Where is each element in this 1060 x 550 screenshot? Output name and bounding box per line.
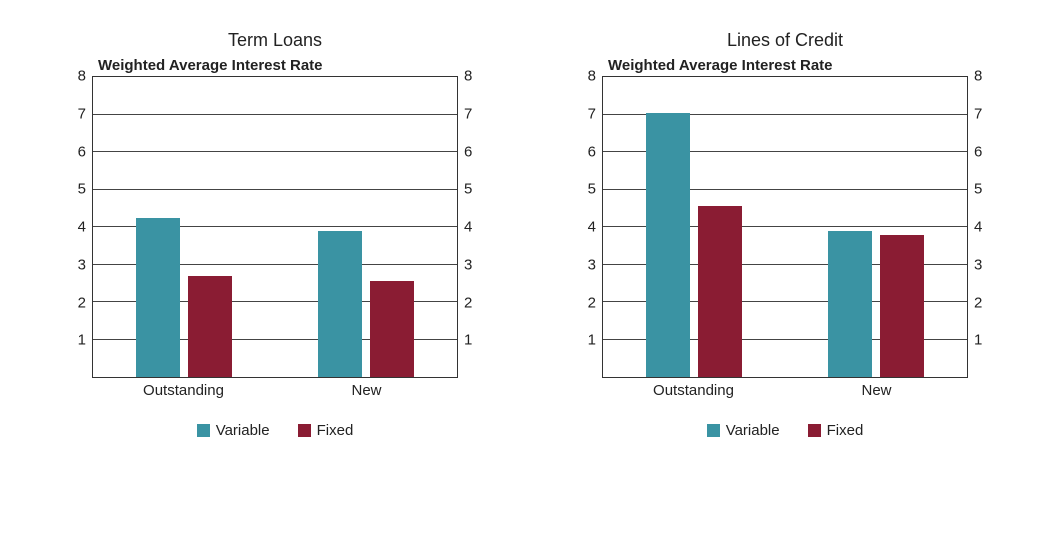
x-category-label: Outstanding	[602, 382, 785, 399]
bar-fixed	[698, 206, 742, 377]
y-tick-label: 2	[974, 295, 982, 310]
y-tick-label: 3	[78, 257, 86, 272]
y-axis-left: 12345678	[570, 76, 602, 378]
chart-panel-term_loans: Term Loans Weighted Average Interest Rate…	[60, 30, 490, 439]
panel-title: Lines of Credit	[727, 30, 843, 51]
category-group	[275, 77, 457, 377]
x-axis: OutstandingNew	[602, 378, 968, 406]
bar-fixed	[188, 276, 232, 377]
y-tick-label: 6	[588, 144, 596, 159]
bar-fixed	[880, 235, 924, 378]
panel-subtitle: Weighted Average Interest Rate	[570, 57, 1000, 74]
y-tick-label: 4	[464, 220, 472, 235]
legend: Variable Fixed	[707, 422, 864, 439]
y-tick-label: 4	[974, 220, 982, 235]
y-tick-label: 3	[974, 257, 982, 272]
bar-variable	[646, 113, 690, 377]
y-tick-label: 7	[974, 106, 982, 121]
y-tick-label: 6	[464, 144, 472, 159]
y-axis-left: 12345678	[60, 76, 92, 378]
y-tick-label: 7	[588, 106, 596, 121]
legend-label: Variable	[726, 422, 780, 439]
y-tick-label: 1	[974, 333, 982, 348]
legend-swatch-fixed	[808, 424, 821, 437]
chart-panel-pair: Term Loans Weighted Average Interest Rate…	[10, 0, 1050, 439]
y-axis-right: 12345678	[968, 76, 1000, 378]
bar-variable	[318, 231, 362, 377]
y-tick-label: 4	[588, 220, 596, 235]
y-tick-label: 1	[588, 333, 596, 348]
legend-swatch-fixed	[298, 424, 311, 437]
y-tick-label: 5	[974, 182, 982, 197]
category-group	[93, 77, 275, 377]
legend: Variable Fixed	[197, 422, 354, 439]
y-tick-label: 4	[78, 220, 86, 235]
y-tick-label: 3	[588, 257, 596, 272]
legend-label: Variable	[216, 422, 270, 439]
y-tick-label: 2	[78, 295, 86, 310]
y-tick-label: 5	[588, 182, 596, 197]
y-tick-label: 8	[588, 69, 596, 84]
legend-swatch-variable	[197, 424, 210, 437]
y-tick-label: 7	[78, 106, 86, 121]
bars-container	[603, 77, 967, 377]
y-tick-label: 2	[588, 295, 596, 310]
category-group	[603, 77, 785, 377]
bar-fixed	[370, 281, 414, 377]
chart-area: 1234567812345678OutstandingNew	[570, 76, 1000, 406]
y-tick-label: 6	[974, 144, 982, 159]
x-axis: OutstandingNew	[92, 378, 458, 406]
y-tick-label: 8	[974, 69, 982, 84]
y-tick-label: 1	[78, 333, 86, 348]
x-category-label: New	[275, 382, 458, 399]
y-axis-right: 12345678	[458, 76, 490, 378]
category-group	[785, 77, 967, 377]
legend-label: Fixed	[317, 422, 354, 439]
chart-panel-lines_of_credit: Lines of Credit Weighted Average Interest…	[570, 30, 1000, 439]
legend-item-variable: Variable	[707, 422, 780, 439]
panel-subtitle: Weighted Average Interest Rate	[60, 57, 490, 74]
y-tick-label: 8	[78, 69, 86, 84]
legend-item-fixed: Fixed	[808, 422, 864, 439]
bar-variable	[136, 218, 180, 377]
y-tick-label: 3	[464, 257, 472, 272]
plot-region	[92, 76, 458, 378]
bars-container	[93, 77, 457, 377]
legend-swatch-variable	[707, 424, 720, 437]
chart-area: 1234567812345678OutstandingNew	[60, 76, 490, 406]
y-tick-label: 6	[78, 144, 86, 159]
panel-title: Term Loans	[228, 30, 322, 51]
y-tick-label: 1	[464, 333, 472, 348]
legend-item-fixed: Fixed	[298, 422, 354, 439]
y-tick-label: 5	[464, 182, 472, 197]
plot-region	[602, 76, 968, 378]
x-category-label: Outstanding	[92, 382, 275, 399]
legend-label: Fixed	[827, 422, 864, 439]
y-tick-label: 8	[464, 69, 472, 84]
y-tick-label: 7	[464, 106, 472, 121]
y-tick-label: 2	[464, 295, 472, 310]
y-tick-label: 5	[78, 182, 86, 197]
legend-item-variable: Variable	[197, 422, 270, 439]
bar-variable	[828, 231, 872, 377]
x-category-label: New	[785, 382, 968, 399]
